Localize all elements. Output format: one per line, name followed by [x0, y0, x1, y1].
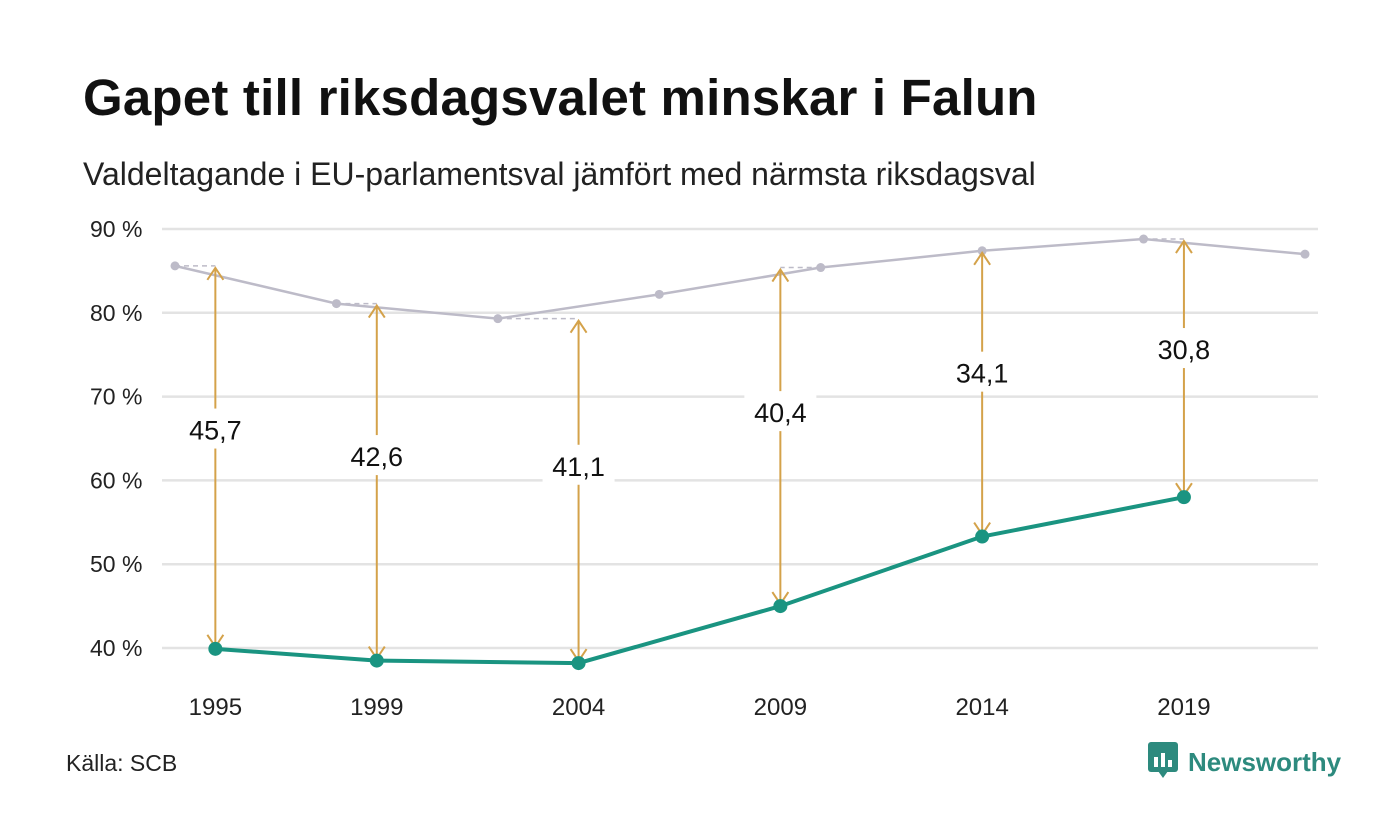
eu-point — [773, 599, 788, 614]
y-tick-label: 90 % — [90, 216, 142, 242]
gap-label-bg — [542, 444, 615, 485]
gap-label: 34,1 — [956, 359, 1009, 389]
eu-point — [1176, 490, 1191, 505]
chart-title: Gapet till riksdagsvalet minskar i Falun — [83, 69, 1038, 126]
eu-point — [571, 656, 586, 671]
x-tick-label: 1999 — [350, 694, 403, 721]
y-tick-label: 50 % — [90, 551, 142, 577]
riksdag-point — [977, 246, 987, 256]
series-eu — [208, 490, 1191, 671]
gap-label-bg — [340, 435, 413, 476]
eu-point — [975, 529, 990, 544]
gap-arrow-head-up — [206, 266, 225, 281]
gap-label: 42,6 — [351, 442, 404, 472]
eu-point — [369, 653, 384, 668]
x-tick-label: 2009 — [754, 694, 807, 721]
y-tick-label: 80 % — [90, 300, 142, 326]
x-tick-label: 2004 — [552, 694, 605, 721]
gap-arrow-head-up — [973, 250, 991, 266]
x-axis: 1995 1999 2004 2009 2014 2019 — [189, 694, 1211, 721]
riksdag-point — [1300, 249, 1310, 259]
gap-label: 30,8 — [1158, 335, 1211, 365]
x-tick-label: 1995 — [189, 694, 242, 721]
x-tick-label: 2019 — [1157, 694, 1210, 721]
riksdag-point — [654, 289, 664, 299]
gap-label-bg — [946, 351, 1019, 392]
brand-logo[interactable]: Newsworthy — [1148, 742, 1341, 783]
turnout-chart: 90 % 80 % 70 % 60 % 50 % 40 % 1995 1999 2004 2009… — [90, 216, 1318, 721]
x-tick-label: 2014 — [955, 694, 1008, 721]
chart-subtitle: Valdeltagande i EU-parlamentsval jämfört… — [83, 156, 1036, 192]
eu-line — [215, 495, 1185, 666]
y-tick-label: 40 % — [90, 635, 142, 661]
gap-label-bg — [744, 391, 817, 432]
gap-label-bg — [1147, 328, 1220, 369]
riksdag-line — [174, 237, 1306, 320]
gap-arrow-head-up — [569, 318, 588, 334]
gap-arrow-head-up — [1175, 239, 1193, 254]
source-note: Källa: SCB — [66, 750, 178, 776]
gap-annotations: 45,7 42,6 41,1 40,4 34,1 30,8 — [175, 238, 1220, 663]
eu-point — [208, 641, 223, 656]
gap-arrow-head-up — [367, 303, 386, 319]
bar-chart-bubble-icon — [1148, 742, 1178, 783]
gap-arrow-head-up — [771, 267, 790, 283]
gridlines: 90 % 80 % 70 % 60 % 50 % 40 % — [90, 216, 1318, 661]
gap-label: 40,4 — [754, 398, 807, 428]
series-riksdag — [170, 234, 1310, 324]
gap-label: 41,1 — [552, 452, 605, 482]
gap-label: 45,7 — [189, 416, 242, 446]
gap-label-bg — [179, 408, 252, 449]
y-tick-label: 60 % — [90, 467, 142, 493]
y-tick-label: 70 % — [90, 384, 142, 410]
brand-name: Newsworthy — [1188, 747, 1342, 777]
